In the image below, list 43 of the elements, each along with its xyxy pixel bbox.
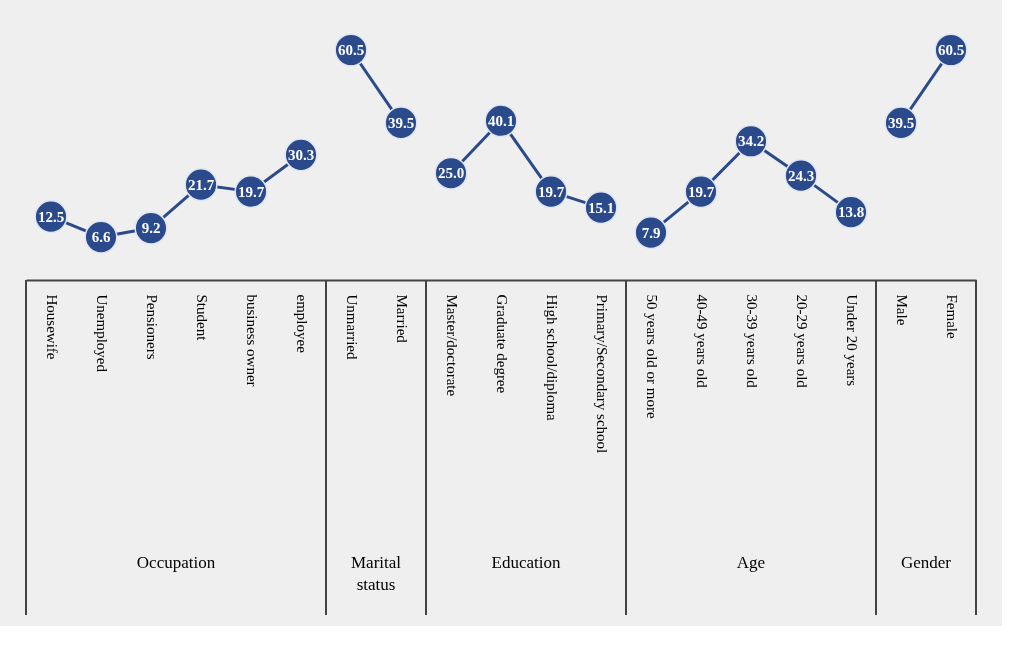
data-label: 9.2: [141, 220, 161, 237]
data-label: 19.7: [687, 183, 715, 200]
text: Age: [736, 553, 766, 572]
text: Education: [491, 553, 561, 572]
data-label: 15.1: [587, 199, 615, 216]
x-tick-label: Under 20 years: [843, 294, 860, 387]
data-label: 24.3: [787, 167, 815, 184]
x-tick-label: Unemployed: [93, 294, 110, 373]
text: Occupation: [136, 553, 216, 572]
x-tick-label: 40-49 years old: [693, 294, 710, 389]
data-label: 7.9: [641, 224, 661, 241]
data-label: 60.5: [937, 42, 965, 58]
data-label: 6.6: [91, 229, 111, 246]
data-label: 21.7: [187, 176, 215, 193]
data-label: 60.5: [337, 42, 365, 58]
x-tick-label: 20-29 years old: [793, 294, 810, 389]
text: Gender: [900, 553, 952, 572]
data-label: 12.5: [37, 208, 65, 225]
x-tick-label: High school/diploma: [543, 294, 560, 422]
x-tick-label: Male: [893, 294, 910, 326]
data-label: 30.3: [287, 146, 315, 163]
x-tick-label: Married: [393, 294, 410, 344]
x-tick-label: 30-39 years old: [743, 294, 760, 389]
data-label: 39.5: [887, 114, 915, 131]
x-tick-label: Female: [943, 294, 960, 339]
x-tick-label: Pensioners: [143, 294, 160, 360]
data-label: 25.0: [437, 165, 465, 182]
x-tick-label: Master/doctorate: [443, 294, 460, 397]
x-tick-label: employee: [293, 294, 310, 354]
data-label: 34.2: [737, 133, 765, 150]
x-tick-label: Primary/Secondary school: [593, 294, 610, 454]
x-tick-label: Housewife: [43, 294, 60, 360]
data-label: 19.7: [237, 183, 265, 200]
data-label: 19.7: [537, 183, 565, 200]
x-tick-label: business owner: [243, 294, 260, 387]
x-tick-label: 50 years old or more: [643, 294, 660, 419]
x-tick-label: Unmarried: [343, 294, 360, 360]
x-tick-label: Graduate degree: [493, 294, 510, 394]
x-tick-label: Student: [193, 294, 210, 342]
data-label: 13.8: [837, 204, 865, 221]
text: Marital status: [350, 553, 402, 594]
data-label: 39.5: [387, 114, 415, 131]
data-label: 40.1: [487, 112, 515, 129]
